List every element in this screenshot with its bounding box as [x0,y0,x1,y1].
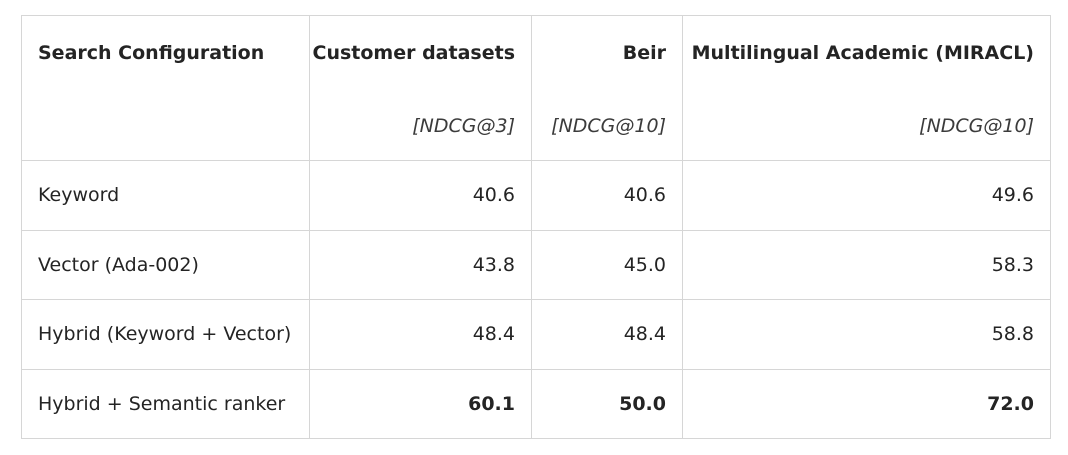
cell-customer: 43.8 [309,229,532,300]
header-search-configuration: Search Configuration [21,15,310,161]
cell-beir: 50.0 [531,368,683,439]
search-results-table: Search Configuration Customer datasets [… [21,15,1051,439]
cell-config: Hybrid + Semantic ranker [21,368,310,439]
header-label: Customer datasets [312,42,516,64]
cell-miracl: 58.3 [682,229,1051,300]
header-label: Search Configuration [38,42,265,64]
cell-config: Hybrid (Keyword + Vector) [21,299,310,370]
cell-beir: 40.6 [531,160,683,231]
table-row: Hybrid (Keyword + Vector) 48.4 48.4 58.8 [21,299,1051,370]
header-metric: [NDCG@3] [412,115,515,137]
cell-miracl: 49.6 [682,160,1051,231]
header-miracl: Multilingual Academic (MIRACL) [NDCG@10] [682,15,1051,161]
header-label: Beir [622,42,666,64]
cell-miracl: 58.8 [682,299,1051,370]
cell-customer: 40.6 [309,160,532,231]
header-metric: [NDCG@10] [919,115,1034,137]
cell-config: Vector (Ada-002) [21,229,310,300]
table-row: Keyword 40.6 40.6 49.6 [21,160,1051,231]
results-table-container: Search Configuration Customer datasets [… [21,15,1051,439]
table-row: Vector (Ada-002) 43.8 45.0 58.3 [21,229,1051,300]
table-row: Hybrid + Semantic ranker 60.1 50.0 72.0 [21,368,1051,439]
cell-customer: 48.4 [309,299,532,370]
header-row: Search Configuration Customer datasets [… [21,15,1051,161]
header-metric: [NDCG@10] [551,115,666,137]
cell-beir: 48.4 [531,299,683,370]
cell-miracl: 72.0 [682,368,1051,439]
cell-config: Keyword [21,160,310,231]
header-beir: Beir [NDCG@10] [531,15,683,161]
cell-beir: 45.0 [531,229,683,300]
cell-customer: 60.1 [309,368,532,439]
header-label: Multilingual Academic (MIRACL) [691,42,1034,64]
header-customer-datasets: Customer datasets [NDCG@3] [309,15,532,161]
